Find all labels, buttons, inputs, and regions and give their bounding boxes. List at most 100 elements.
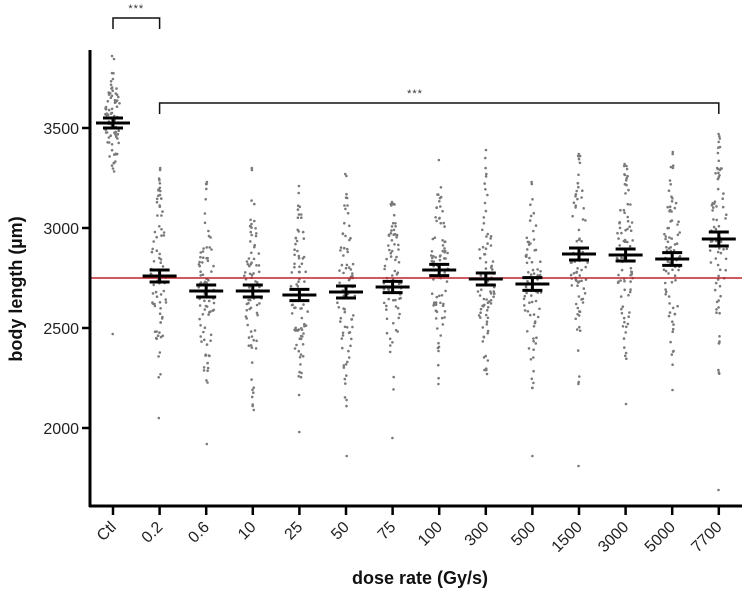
data-point (577, 380, 580, 384)
data-point (717, 146, 720, 149)
data-point (441, 249, 445, 253)
data-point (484, 175, 488, 178)
data-point (616, 231, 619, 235)
data-point (719, 251, 723, 255)
data-point (576, 182, 580, 185)
y-tick-label: 2000 (43, 421, 79, 438)
data-point (623, 211, 626, 215)
data-point (109, 80, 113, 83)
data-point (429, 254, 433, 257)
data-point (621, 325, 625, 328)
data-point (677, 220, 680, 223)
data-point (669, 165, 673, 169)
data-point (199, 270, 202, 274)
data-point (395, 273, 399, 276)
data-point (716, 177, 720, 181)
data-point (570, 284, 574, 287)
data-point (668, 236, 671, 239)
data-point (297, 375, 301, 378)
data-point (153, 230, 157, 234)
data-point (628, 311, 631, 314)
data-point (675, 242, 679, 245)
data-point (580, 279, 583, 283)
data-point (118, 102, 121, 105)
data-point (523, 304, 526, 307)
data-point (719, 167, 723, 170)
data-point (392, 321, 395, 325)
data-point (392, 298, 395, 302)
data-point (293, 253, 296, 257)
data-point (622, 337, 626, 340)
mean-sem-bar (235, 283, 270, 299)
data-point (486, 232, 490, 236)
data-point (246, 263, 250, 266)
data-point (392, 388, 395, 391)
data-point (668, 311, 672, 314)
data-point (158, 204, 161, 207)
data-point (664, 235, 668, 238)
data-point (394, 258, 397, 262)
data-point (250, 261, 253, 265)
data-point (252, 408, 256, 412)
data-point (158, 252, 161, 256)
data-point (250, 199, 253, 202)
data-point (302, 303, 305, 306)
data-point (536, 291, 539, 294)
data-point (207, 229, 210, 233)
data-point (394, 298, 397, 302)
data-point (338, 269, 341, 272)
data-point (618, 226, 622, 230)
data-point (301, 355, 305, 358)
data-point (298, 355, 302, 359)
data-point (574, 302, 578, 306)
data-point (385, 257, 388, 261)
data-point (724, 257, 728, 261)
data-point (204, 198, 207, 201)
data-point (486, 193, 489, 197)
data-point (197, 286, 200, 289)
data-point (205, 442, 209, 446)
data-point (663, 232, 666, 236)
data-point (205, 187, 208, 191)
data-point (161, 315, 164, 319)
data-point (300, 307, 303, 310)
data-point (390, 225, 394, 228)
data-point (296, 208, 300, 211)
data-point (298, 270, 301, 274)
data-point (158, 225, 161, 228)
data-point (709, 261, 713, 264)
data-point (256, 313, 259, 317)
data-point (200, 340, 203, 343)
data-point (390, 229, 393, 232)
data-point (205, 182, 208, 186)
data-point (619, 279, 622, 282)
data-point (392, 213, 396, 217)
data-point (152, 260, 156, 263)
data-point (668, 179, 672, 182)
data-point (577, 464, 580, 468)
data-point (346, 247, 349, 251)
data-point (486, 242, 489, 245)
data-point (297, 213, 301, 216)
data-point (201, 313, 205, 316)
data-point (295, 343, 298, 347)
x-tick-label: 75 (375, 519, 400, 544)
data-point (108, 155, 111, 158)
data-point (210, 270, 213, 273)
data-point (156, 334, 160, 338)
data-point (342, 254, 345, 257)
data-point (387, 233, 391, 237)
data-point (205, 343, 209, 346)
x-axis-title: dose rate (Gy/s) (352, 568, 488, 588)
data-point (717, 306, 720, 309)
data-point (669, 220, 672, 223)
data-point (489, 244, 493, 247)
data-point (622, 208, 626, 212)
data-point (623, 320, 626, 324)
data-point (435, 310, 439, 314)
data-point (584, 278, 588, 281)
y-tick-label: 3500 (43, 121, 79, 138)
data-point (155, 200, 159, 204)
data-point (299, 353, 303, 356)
data-point (671, 330, 674, 334)
